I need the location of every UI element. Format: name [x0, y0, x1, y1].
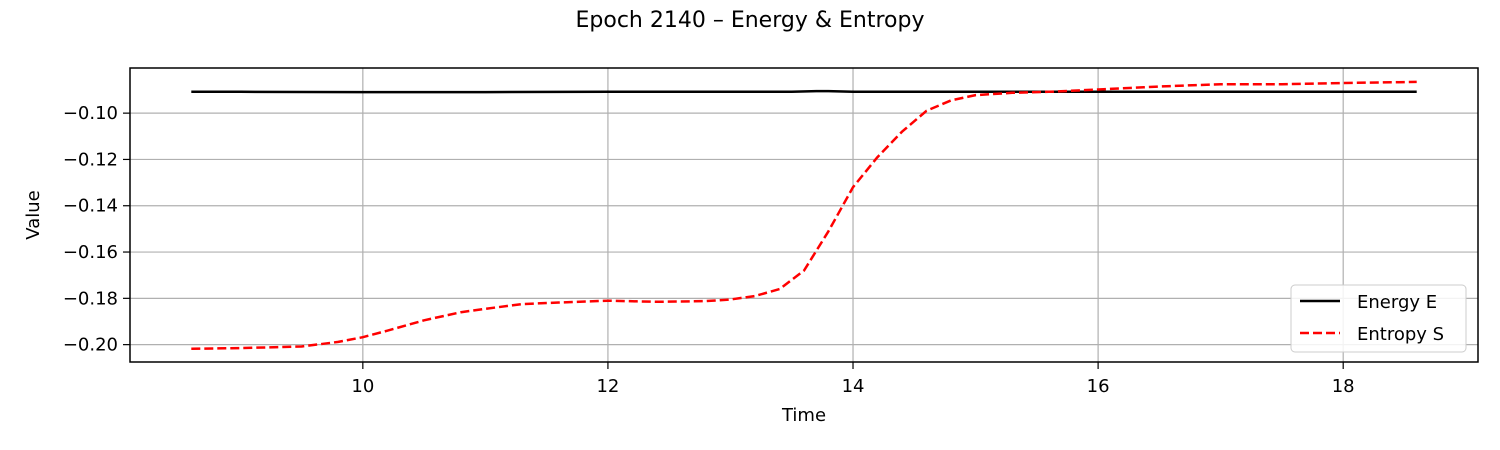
x-tick-label: 16 [1087, 376, 1110, 397]
y-tick-label: −0.16 [63, 242, 118, 263]
x-tick-label: 12 [596, 376, 619, 397]
legend-label-energy: Energy E [1357, 292, 1437, 313]
legend: Energy E Entropy S [1290, 284, 1467, 353]
grid [130, 68, 1478, 362]
axis-ticks: 10 12 14 16 18 −0.20 −0.18 −0.16 −0.14 −0.12 −0.10 [63, 103, 1355, 397]
series-line-energy [191, 89, 1417, 94]
plot-frame [129, 67, 1479, 363]
y-axis-label: Value [23, 190, 44, 239]
x-tick-label: 14 [842, 376, 865, 397]
y-tick-label: −0.14 [63, 196, 118, 217]
y-tick-label: −0.20 [63, 335, 118, 356]
y-tick-label: −0.12 [63, 149, 118, 170]
y-tick-label: −0.10 [63, 103, 118, 124]
x-tick-label: 10 [351, 376, 374, 397]
y-tick-label: −0.18 [63, 288, 118, 309]
legend-label-entropy: Entropy S [1357, 324, 1444, 345]
x-axis-label: Time [781, 405, 826, 426]
plot-series [191, 80, 1417, 351]
series-line-entropy [191, 80, 1417, 351]
x-tick-label: 18 [1332, 376, 1355, 397]
chart-title: Epoch 2140 – Energy & Entropy [576, 8, 925, 33]
